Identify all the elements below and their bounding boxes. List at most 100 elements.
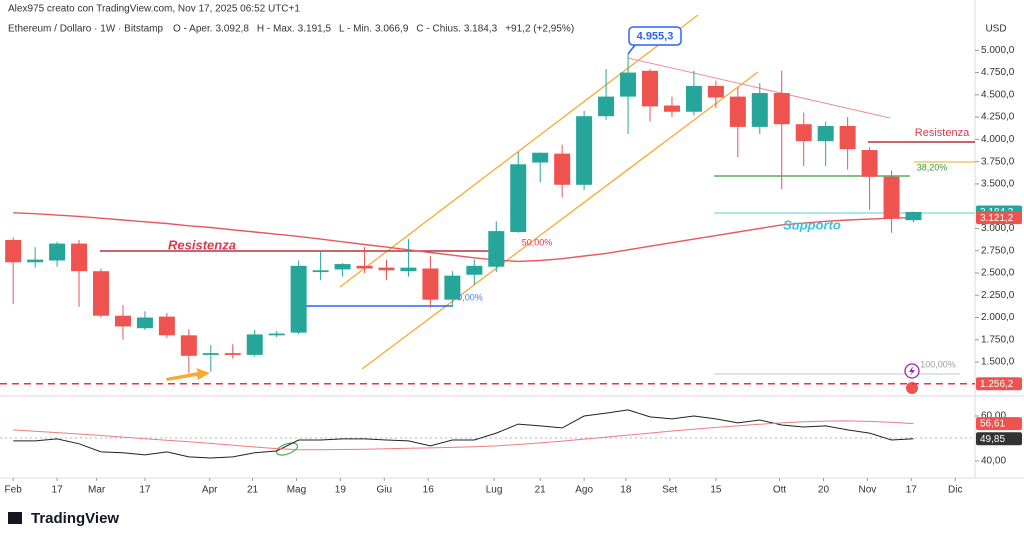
x-tick-label: Dic xyxy=(948,485,962,496)
candle-body xyxy=(268,333,285,336)
candle-body xyxy=(136,317,153,329)
candle-body xyxy=(158,316,175,336)
candle-body xyxy=(334,264,351,270)
candle-body xyxy=(378,267,395,271)
y-tick-label: 2.250,0 xyxy=(981,290,1015,301)
y-tick-label: 3.750,0 xyxy=(981,156,1015,167)
candle-body xyxy=(290,265,307,333)
candle-body xyxy=(883,176,900,219)
y-tick-label: 5.000,0 xyxy=(981,45,1015,56)
y-tick-label: 1.750,0 xyxy=(981,334,1015,345)
candle-body xyxy=(598,96,615,117)
callout-text: 4.955,3 xyxy=(637,30,674,42)
candle-body xyxy=(312,270,329,273)
annotation: 38,20% xyxy=(917,162,948,172)
price-label-box xyxy=(976,377,1022,391)
price-label: 1.256,2 xyxy=(980,379,1014,390)
candle-body xyxy=(49,243,66,261)
y-tick-label: 2.000,0 xyxy=(981,312,1015,323)
candle-body xyxy=(444,275,461,300)
y-tick-label: 2.750,0 xyxy=(981,245,1015,256)
candle-body xyxy=(642,70,658,107)
candle-body xyxy=(71,243,88,272)
candle-body xyxy=(554,153,571,185)
price-label-box xyxy=(976,211,1022,225)
legend-value: 3.066,9 xyxy=(375,24,409,35)
x-tick-label: Ago xyxy=(575,485,593,496)
candle-body xyxy=(663,105,680,112)
x-tick-label: 19 xyxy=(335,485,347,496)
candle-body xyxy=(224,353,241,355)
x-tick-label: 16 xyxy=(423,485,435,496)
y-tick-label: 4.250,0 xyxy=(981,112,1015,123)
legend-value: 3.191,5 xyxy=(298,24,332,35)
alert-icon xyxy=(909,366,915,376)
candle-body xyxy=(488,231,505,267)
legend-label: H - Max. xyxy=(257,24,295,35)
price-label: 49,85 xyxy=(980,434,1005,445)
candle-body xyxy=(466,265,483,275)
legend-change: +91,2 (+2,95%) xyxy=(505,24,574,35)
x-tick-label: Lug xyxy=(486,485,503,496)
brand: TradingView xyxy=(31,510,119,527)
candle-body xyxy=(510,164,527,232)
y-tick-label: 60,00 xyxy=(981,411,1006,422)
annotation: 100,00% xyxy=(920,359,956,369)
annotation: 50,00% xyxy=(522,237,553,247)
candle-body xyxy=(532,152,549,163)
x-tick-label: Giu xyxy=(377,485,393,496)
x-tick-label: 17 xyxy=(139,485,151,496)
candle-body xyxy=(685,85,702,112)
candle-body xyxy=(620,72,637,97)
candle-body xyxy=(729,96,746,127)
x-tick-label: 17 xyxy=(906,485,918,496)
x-tick-label: 15 xyxy=(710,485,722,496)
candle-body xyxy=(400,267,417,272)
y-tick-label: 4.750,0 xyxy=(981,67,1015,78)
price-label: 56,61 xyxy=(980,419,1005,430)
header: Alex975 creato con TradingView.com, Nov … xyxy=(8,4,300,15)
indicator-line xyxy=(13,420,914,451)
candle-body xyxy=(5,240,22,263)
x-tick-label: Ott xyxy=(773,485,787,496)
candle-body xyxy=(861,150,878,177)
callout-box xyxy=(628,26,682,46)
annotation: Supporto xyxy=(783,217,841,232)
x-tick-label: Feb xyxy=(5,485,23,496)
legend-label: L - Min. xyxy=(339,24,372,35)
x-tick-label: 17 xyxy=(52,485,64,496)
symbol-title: Ethereum / Dollaro · 1W · Bitstamp xyxy=(8,24,163,35)
x-tick-label: Mag xyxy=(287,485,306,496)
candle-body xyxy=(817,125,834,142)
currency: USD xyxy=(985,24,1006,35)
y-tick-label: 4.500,0 xyxy=(981,89,1015,100)
legend-label: C - Chius. xyxy=(416,24,460,35)
trendline-resistance xyxy=(627,57,891,119)
candle-body xyxy=(114,315,131,327)
legend-value: 3.184,3 xyxy=(464,24,498,35)
channel-lower xyxy=(361,71,759,370)
x-tick-label: 21 xyxy=(535,485,547,496)
x-tick-label: Mar xyxy=(88,485,106,496)
annotation: Resistenza xyxy=(915,127,970,139)
price-label: 3.121,2 xyxy=(980,213,1014,224)
y-tick-label: 40,00 xyxy=(981,456,1006,467)
candle-body xyxy=(773,93,790,125)
x-tick-label: Set xyxy=(662,485,677,496)
x-tick-label: Apr xyxy=(202,485,218,496)
candle-body xyxy=(576,116,593,185)
indicator-line xyxy=(13,409,914,459)
candle-body xyxy=(93,271,110,316)
candle-body xyxy=(180,335,197,356)
x-tick-label: 20 xyxy=(818,485,830,496)
logo xyxy=(8,512,22,524)
x-tick-label: 18 xyxy=(620,485,632,496)
candle-body xyxy=(751,93,768,127)
y-tick-label: 2.500,0 xyxy=(981,268,1015,279)
candle-body xyxy=(27,259,44,263)
y-tick-label: 1.500,0 xyxy=(981,357,1015,368)
event-icon xyxy=(906,382,918,394)
highlight-ellipse xyxy=(275,442,299,456)
